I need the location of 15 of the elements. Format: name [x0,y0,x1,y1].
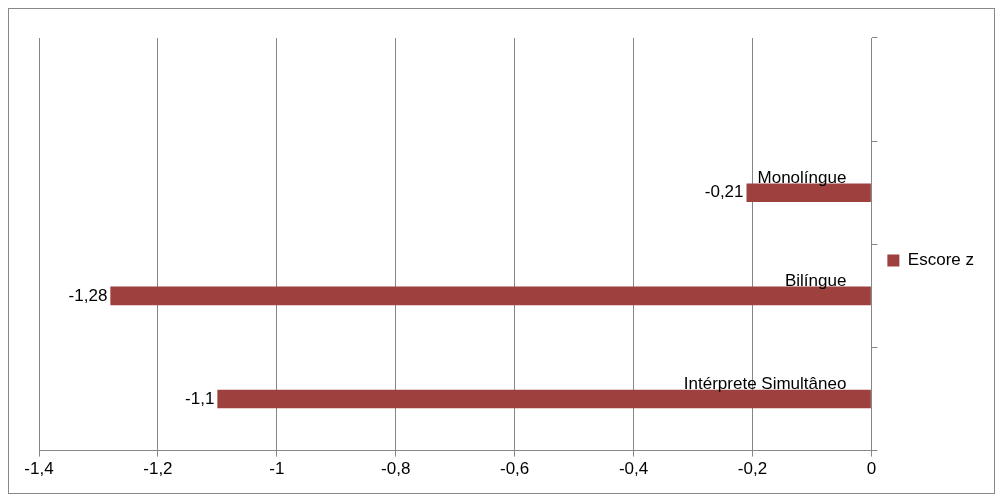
x-tick-label: 0 [866,459,877,479]
data-label: -1,28 [68,285,108,305]
x-tick-label: -1,4 [24,459,54,479]
x-tick-label: -1 [269,459,285,479]
data-label: -1,1 [185,388,215,408]
x-tick-label: -1,2 [143,459,173,479]
y-tick-label: Bilíngue [784,271,847,291]
x-tick-label: -0,2 [737,459,768,479]
legend-label: Escore z [907,250,975,270]
y-tick-label: Monolíngue [757,167,847,187]
data-label: -0,21 [704,182,744,202]
x-tick-label: -0,6 [499,459,530,479]
x-tick-label: -0,8 [381,459,411,479]
x-tick-label: -0,4 [618,459,649,479]
y-tick-label: Intérprete Simultâneo [683,374,847,394]
